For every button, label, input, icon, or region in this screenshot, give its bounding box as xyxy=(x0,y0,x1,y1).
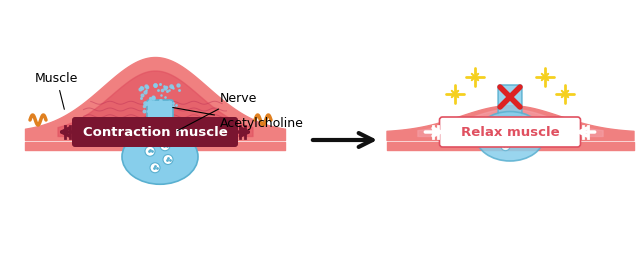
Text: Acetylcholine: Acetylcholine xyxy=(173,108,304,130)
Circle shape xyxy=(510,122,519,131)
Circle shape xyxy=(160,141,170,151)
Text: Nerve: Nerve xyxy=(177,92,257,131)
FancyBboxPatch shape xyxy=(147,100,173,134)
Circle shape xyxy=(496,127,505,136)
FancyBboxPatch shape xyxy=(440,117,580,147)
Circle shape xyxy=(145,146,155,156)
Ellipse shape xyxy=(122,129,198,184)
Circle shape xyxy=(513,134,522,143)
Text: Muscle: Muscle xyxy=(35,72,78,109)
Text: Relax muscle: Relax muscle xyxy=(461,125,559,139)
Circle shape xyxy=(163,155,173,165)
Circle shape xyxy=(150,163,160,173)
FancyBboxPatch shape xyxy=(72,117,238,147)
Ellipse shape xyxy=(476,111,544,161)
Text: Contraction muscle: Contraction muscle xyxy=(83,125,227,139)
Circle shape xyxy=(501,142,510,151)
FancyBboxPatch shape xyxy=(498,85,522,116)
